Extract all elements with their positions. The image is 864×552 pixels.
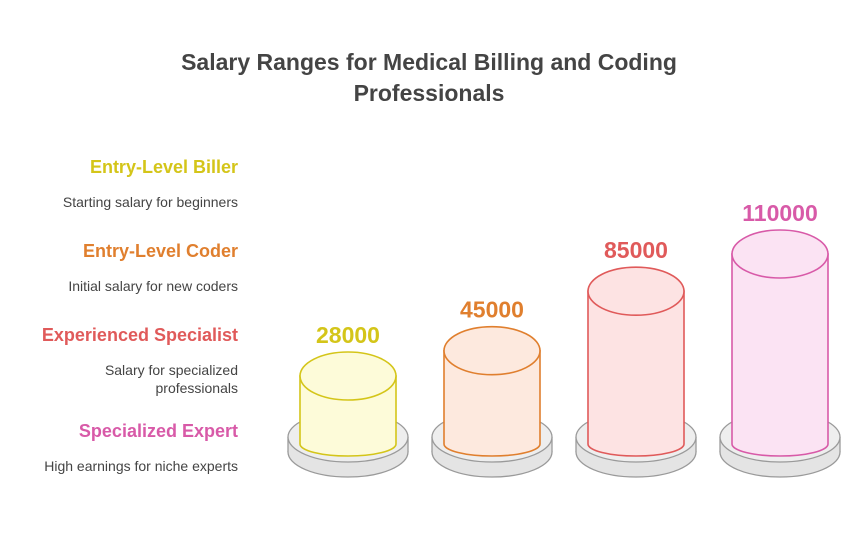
legend-description: Salary for specialized professionals — [104, 362, 238, 396]
chart-title: Salary Ranges for Medical Billing and Co… — [0, 47, 858, 109]
cylinder-body — [443, 349, 541, 457]
legend-description: Initial salary for new coders — [68, 278, 238, 294]
cylinder-bar-2: 45000 — [431, 297, 553, 478]
cylinder-bar-3: 85000 — [575, 237, 697, 478]
legend-item-specialized-expert: Specialized Expert High earnings for nic… — [0, 420, 238, 475]
legend-title: Entry-Level Coder — [82, 241, 238, 261]
chart-title-line-2: Professionals — [353, 80, 505, 106]
legend-description: High earnings for niche experts — [44, 458, 238, 474]
cylinder-top — [731, 229, 829, 279]
cylinder-top — [443, 325, 541, 376]
value-label: 110000 — [742, 200, 817, 226]
legend-item-entry-level-coder: Entry-Level Coder Initial salary for new… — [0, 240, 238, 295]
cylinder-body — [731, 253, 829, 457]
cylinder-body — [587, 290, 685, 457]
value-label: 85000 — [604, 237, 668, 263]
value-label: 28000 — [316, 322, 380, 348]
legend-title: Specialized Expert — [78, 421, 238, 441]
cylinder-bar-1: 28000 — [287, 322, 409, 478]
legend-description: Starting salary for beginners — [62, 194, 238, 210]
cylinder-bar-4: 110000 — [719, 200, 841, 478]
legend-title: Experienced Specialist — [41, 325, 238, 345]
legend-item-experienced-specialist: Experienced Specialist Salary for specia… — [0, 324, 238, 397]
cylinder-top — [299, 351, 397, 401]
legend-title: Entry-Level Biller — [89, 157, 238, 177]
chart-title-line-1: Salary Ranges for Medical Billing and Co… — [181, 49, 677, 75]
value-label: 45000 — [460, 297, 524, 323]
legend-item-entry-level-biller: Entry-Level Biller Starting salary for b… — [0, 156, 238, 211]
cylinder-top — [587, 266, 685, 316]
